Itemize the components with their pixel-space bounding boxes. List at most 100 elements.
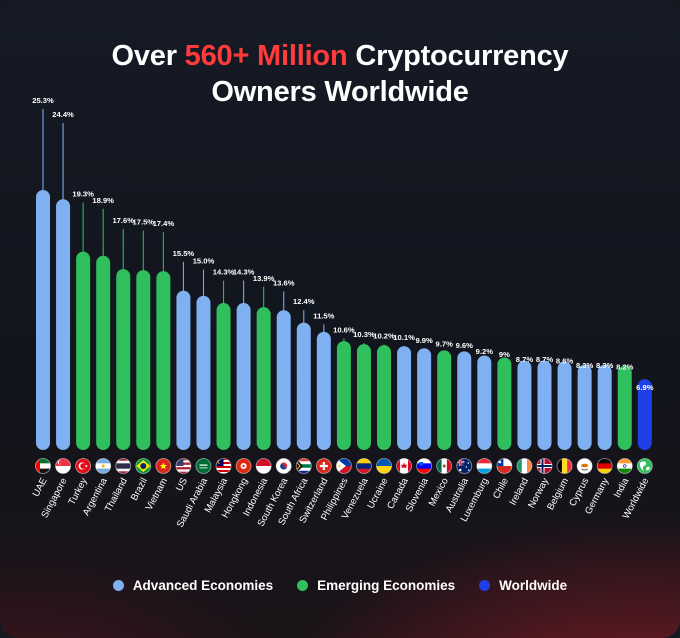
legend: Advanced Economies Emerging Economies Wo… bbox=[0, 578, 680, 593]
value-label: 15.5% bbox=[173, 249, 195, 258]
legend-item-emerging: Emerging Economies bbox=[297, 578, 455, 593]
value-label: 10.1% bbox=[393, 333, 415, 342]
value-label: 8.7% bbox=[536, 355, 554, 364]
bar-sg bbox=[56, 199, 71, 450]
bar-si bbox=[417, 348, 432, 450]
flag-za-icon bbox=[295, 458, 312, 474]
value-label: 13.9% bbox=[253, 274, 275, 283]
flag-ie-icon bbox=[516, 458, 533, 474]
category-label: UAE bbox=[31, 476, 50, 499]
bar-cl bbox=[497, 357, 512, 450]
value-label: 17.5% bbox=[133, 218, 155, 227]
value-label: 9% bbox=[499, 350, 510, 359]
value-label: 13.6% bbox=[273, 278, 295, 287]
value-label: 9.9% bbox=[415, 336, 433, 345]
flag-cy-icon bbox=[576, 458, 593, 474]
flag-ca-icon bbox=[396, 458, 412, 474]
value-label: 14.3% bbox=[213, 268, 235, 277]
value-label: 25.3% bbox=[32, 96, 54, 105]
value-label: 8.3% bbox=[576, 361, 594, 370]
flag-ae-icon bbox=[35, 458, 51, 474]
flag-si-icon bbox=[416, 458, 433, 474]
value-label: 8.7% bbox=[516, 355, 534, 364]
bar-ca bbox=[397, 346, 412, 450]
flag-th-icon bbox=[115, 458, 132, 474]
value-label: 9.6% bbox=[456, 341, 474, 350]
bar-sa bbox=[196, 295, 211, 450]
bar-mx bbox=[437, 350, 452, 450]
flag-lu-icon bbox=[476, 458, 493, 474]
bar-kr bbox=[276, 310, 291, 450]
value-label: 19.3% bbox=[72, 190, 94, 199]
value-label: 8.6% bbox=[556, 356, 574, 365]
bar-no bbox=[537, 360, 552, 450]
legend-label-worldwide: Worldwide bbox=[499, 578, 568, 593]
flag-de-icon bbox=[596, 458, 613, 474]
flag-ar-icon bbox=[95, 458, 112, 474]
value-label: 18.9% bbox=[92, 196, 114, 205]
bar-ie bbox=[517, 360, 532, 450]
value-label: 10.2% bbox=[373, 332, 395, 341]
title-part1: Over bbox=[111, 40, 185, 72]
value-label: 11.5% bbox=[313, 311, 334, 320]
legend-dot-advanced bbox=[112, 580, 124, 591]
bar-in bbox=[617, 365, 632, 450]
flag-no-icon bbox=[536, 458, 553, 474]
bar-za bbox=[296, 322, 311, 450]
flag-world-icon bbox=[636, 458, 653, 474]
bar-tr bbox=[76, 251, 91, 450]
bar-ar bbox=[96, 255, 111, 450]
flag-ph-icon bbox=[335, 458, 352, 474]
value-label: 17.4% bbox=[153, 219, 175, 228]
title-part2: Cryptocurrency bbox=[347, 40, 569, 72]
flag-tr-icon bbox=[75, 458, 92, 474]
flag-us-icon bbox=[175, 458, 192, 474]
bar-ua bbox=[377, 345, 392, 450]
flag-sa-icon bbox=[195, 458, 212, 474]
bar-br bbox=[136, 270, 151, 450]
bar-id bbox=[256, 307, 271, 450]
bar-de bbox=[597, 364, 612, 450]
bar-vn bbox=[156, 271, 171, 450]
value-label: 12.4% bbox=[293, 297, 315, 306]
flag-br-icon bbox=[135, 458, 152, 474]
flag-in-icon bbox=[616, 458, 633, 474]
bar-au bbox=[457, 351, 472, 450]
flag-ch-icon bbox=[315, 458, 332, 474]
bar-ve bbox=[356, 344, 371, 450]
value-label: 14.3% bbox=[233, 268, 255, 277]
value-label: 8.2% bbox=[616, 363, 634, 372]
flag-au-icon bbox=[456, 458, 473, 474]
legend-dot-emerging bbox=[297, 580, 309, 591]
flag-cl-icon bbox=[496, 458, 513, 474]
value-label: 9.2% bbox=[476, 347, 494, 356]
bar-be bbox=[557, 361, 572, 450]
legend-item-worldwide: Worldwide bbox=[479, 578, 567, 593]
bar-ch bbox=[316, 331, 331, 450]
flag-id-icon bbox=[255, 458, 272, 474]
category-label: India bbox=[612, 476, 632, 500]
bar-ph bbox=[336, 341, 351, 450]
legend-item-advanced: Advanced Economies bbox=[112, 578, 274, 593]
bar-th bbox=[116, 269, 131, 450]
bar-my bbox=[216, 303, 231, 450]
flag-hk-icon bbox=[235, 458, 252, 474]
bar-ae bbox=[36, 190, 50, 450]
title-line2: Owners Worldwide bbox=[211, 76, 469, 108]
legend-label-advanced: Advanced Economies bbox=[132, 578, 274, 593]
value-label: 24.4% bbox=[52, 110, 74, 119]
title-highlight: 560+ Million bbox=[184, 40, 348, 72]
value-label: 9.7% bbox=[436, 339, 454, 348]
value-label: 6.9% bbox=[636, 383, 654, 392]
value-label: 8.3% bbox=[596, 361, 614, 370]
flag-ua-icon bbox=[376, 458, 392, 474]
bar-cy bbox=[577, 364, 592, 450]
category-label: US bbox=[174, 476, 190, 493]
bar-world bbox=[637, 379, 652, 450]
value-label: 15.0% bbox=[193, 257, 215, 266]
flag-mx-icon bbox=[436, 458, 453, 474]
flag-vn-icon bbox=[155, 458, 172, 474]
chart-title: Over 560+ Million Cryptocurrency Owners … bbox=[0, 38, 680, 110]
